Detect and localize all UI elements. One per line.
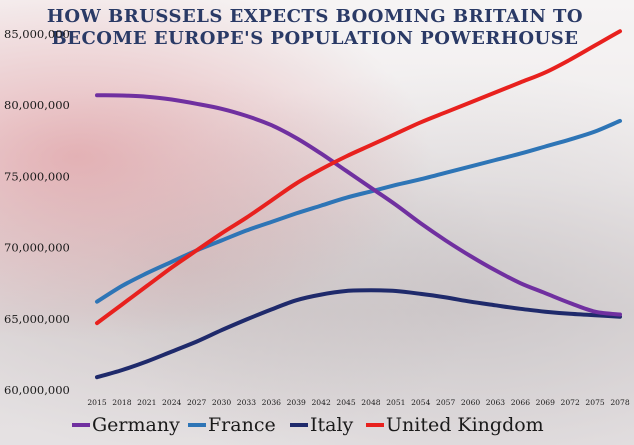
x-tick-label: 2060 xyxy=(461,398,480,407)
legend-label: France xyxy=(208,414,276,436)
legend-label: Germany xyxy=(92,414,180,436)
x-axis: 2015 2018 2021 2024 2027 2030 2033 2036 2039 2042… xyxy=(87,398,629,407)
x-tick-label: 2039 xyxy=(287,398,306,407)
x-tick-label: 2027 xyxy=(187,398,206,407)
y-axis: 60,000,000 65,000,000 70,000,000 75,000,000… xyxy=(4,27,70,397)
series-line-italy xyxy=(95,288,622,380)
x-tick-label: 2066 xyxy=(511,398,530,407)
y-tick-label: 65,000,000 xyxy=(4,312,70,326)
series-line-france xyxy=(95,118,622,304)
x-tick-label: 2075 xyxy=(585,398,604,407)
x-tick-label: 2054 xyxy=(411,398,430,407)
series-line-united-kingdom xyxy=(95,29,622,326)
legend: Germany France Italy United Kingdom xyxy=(72,414,544,436)
x-tick-label: 2069 xyxy=(536,398,555,407)
y-tick-label: 60,000,000 xyxy=(4,383,70,397)
x-tick-label: 2057 xyxy=(436,398,455,407)
chart-title: HOW BRUSSELS EXPECTS BOOMING BRITAIN TO … xyxy=(46,6,584,49)
y-tick-label: 80,000,000 xyxy=(4,98,70,112)
legend-label: Italy xyxy=(310,414,354,436)
series-lines xyxy=(95,29,622,380)
x-tick-label: 2078 xyxy=(610,398,629,407)
x-tick-label: 2033 xyxy=(237,398,256,407)
y-tick-label: 70,000,000 xyxy=(4,241,70,255)
legend-label: United Kingdom xyxy=(386,414,544,436)
series-line-germany xyxy=(95,93,622,317)
x-tick-label: 2045 xyxy=(336,398,355,407)
y-tick-label: 75,000,000 xyxy=(4,169,70,183)
x-tick-label: 2063 xyxy=(486,398,505,407)
x-tick-label: 2021 xyxy=(137,398,156,407)
x-tick-label: 2048 xyxy=(361,398,380,407)
x-tick-label: 2024 xyxy=(162,398,181,407)
x-tick-label: 2051 xyxy=(386,398,405,407)
x-tick-label: 2072 xyxy=(561,398,580,407)
x-tick-label: 2015 xyxy=(87,398,106,407)
x-tick-label: 2018 xyxy=(112,398,131,407)
x-tick-label: 2042 xyxy=(311,398,330,407)
x-tick-label: 2036 xyxy=(262,398,281,407)
y-tick-label: 85,000,000 xyxy=(4,27,70,41)
x-tick-label: 2030 xyxy=(212,398,231,407)
